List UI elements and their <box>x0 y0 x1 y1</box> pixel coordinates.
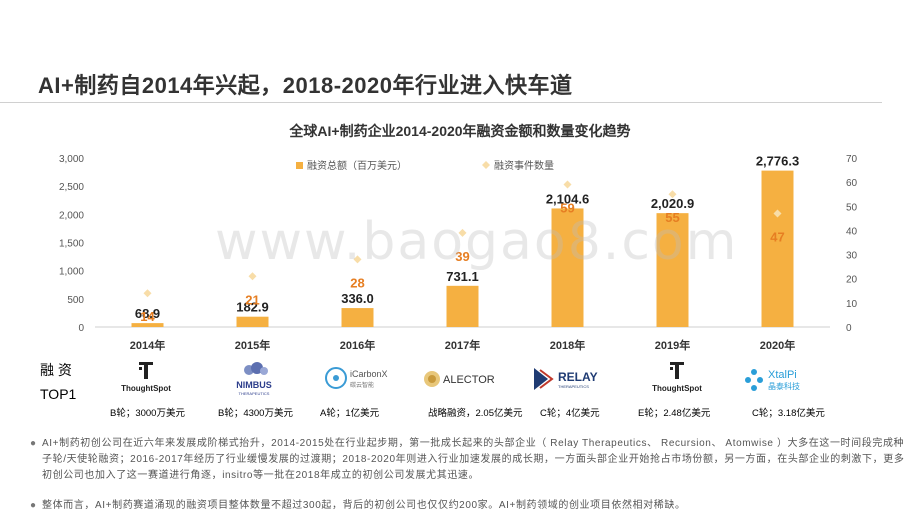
y-right-tick-label: 60 <box>846 178 858 189</box>
bar-2018年 <box>551 208 584 327</box>
count-value-label: 39 <box>455 249 469 264</box>
note-paragraph-2: ● 整体而言，AI+制药赛道涌现的融资项目整体数量不超过300起，背后的初创公司… <box>30 498 906 514</box>
xtalpi-logo: XtalPi 晶泰科技 <box>738 360 828 398</box>
y-right-tick-label: 0 <box>846 323 852 334</box>
count-marker <box>668 190 677 199</box>
svg-text:晶泰科技: 晶泰科技 <box>768 381 800 391</box>
note-paragraph-1: ● AI+制药初创公司在近六年来发展成阶梯式抬升，2014-2015处在行业起步… <box>30 436 906 484</box>
legend-marker-label: 融资事件数量 <box>494 159 554 172</box>
y-left-tick-label: 2,000 <box>59 210 84 221</box>
count-value-label: 21 <box>245 292 259 307</box>
y-right-tick-label: 30 <box>846 251 858 262</box>
round-info-2018: C轮；4亿美元 <box>540 408 600 419</box>
x-tick-label: 2020年 <box>760 338 795 352</box>
bar-value-label: 2,776.3 <box>756 154 799 169</box>
relay-logo: RELAY THERAPEUTICS <box>526 360 616 398</box>
bar-value-label: 2,104.6 <box>546 191 589 206</box>
round-info-2019: E轮；2.48亿美元 <box>638 408 711 419</box>
legend-bar-swatch <box>296 162 303 169</box>
count-marker <box>563 180 572 189</box>
count-marker <box>458 228 467 237</box>
bar-2017年 <box>446 285 479 327</box>
y-left-tick-label: 1,500 <box>59 239 84 250</box>
bar-value-label: 2,020.9 <box>651 196 694 211</box>
bar-2014年 <box>131 323 164 327</box>
count-value-label: 47 <box>770 230 784 245</box>
round-info-2016: A轮；1亿美元 <box>320 408 380 419</box>
round-info-2017: 战略融资，2.05亿美元 <box>428 408 523 419</box>
count-marker <box>353 255 362 264</box>
funding-top-sublabel: TOP1 <box>40 386 77 402</box>
bar-2019年 <box>656 213 689 327</box>
bar-value-label: 731.1 <box>446 269 479 284</box>
bar-value-label: 336.0 <box>341 291 374 306</box>
svg-text:ThoughtSpot: ThoughtSpot <box>652 384 702 393</box>
round-info-2015: B轮；4300万美元 <box>218 408 293 419</box>
count-value-label: 55 <box>665 210 679 225</box>
y-right-tick-label: 20 <box>846 275 858 286</box>
funding-chart: 全球AI+制药企业2014-2020年融资金额和数量变化趋势融资总额（百万美元）… <box>59 123 858 352</box>
svg-text:NIMBUS: NIMBUS <box>236 380 272 390</box>
x-tick-label: 2018年 <box>550 338 585 352</box>
bullet-icon: ● <box>30 438 37 449</box>
svg-text:ALECTOR: ALECTOR <box>443 374 495 386</box>
svg-text:ThoughtSpot: ThoughtSpot <box>121 384 171 393</box>
count-marker <box>248 272 257 281</box>
count-value-label: 14 <box>140 309 155 324</box>
count-marker <box>773 209 782 218</box>
bar-value-label: 182.9 <box>236 300 269 315</box>
svg-text:iCarbonX: iCarbonX <box>350 369 388 379</box>
legend-marker-swatch <box>482 161 490 169</box>
icarbonx-logo: iCarbonX 碳云智能 <box>318 360 408 398</box>
svg-text:碳云智能: 碳云智能 <box>350 381 374 389</box>
svg-text:THERAPEUTICS: THERAPEUTICS <box>239 391 270 396</box>
x-tick-label: 2017年 <box>445 338 480 352</box>
note-text-2: 整体而言，AI+制药赛道涌现的融资项目整体数量不超过300起，背后的初创公司也仅… <box>42 500 686 511</box>
svg-text:THERAPEUTICS: THERAPEUTICS <box>558 384 589 389</box>
svg-text:RELAY: RELAY <box>558 370 598 384</box>
y-left-tick-label: 3,000 <box>59 154 84 165</box>
y-right-tick-label: 10 <box>846 299 858 310</box>
y-right-tick-label: 70 <box>846 154 858 165</box>
y-right-tick-label: 40 <box>846 226 858 237</box>
y-left-tick-label: 0 <box>78 323 84 334</box>
x-tick-label: 2015年 <box>235 338 270 352</box>
thoughtspot-logo: ThoughtSpot <box>101 360 191 398</box>
title-divider <box>0 102 882 103</box>
y-left-tick-label: 500 <box>67 295 84 306</box>
alector-logo: ALECTOR <box>418 360 508 398</box>
bullet-icon: ● <box>30 500 37 511</box>
x-tick-label: 2014年 <box>130 338 165 352</box>
round-info-2020: C轮；3.18亿美元 <box>752 408 825 419</box>
count-value-label: 59 <box>560 201 574 216</box>
legend-bar-label: 融资总额（百万美元） <box>307 159 407 172</box>
bar-2016年 <box>341 308 374 327</box>
y-left-tick-label: 1,000 <box>59 267 84 278</box>
round-info-2014: B轮；3000万美元 <box>110 408 185 419</box>
bar-2015年 <box>236 316 269 327</box>
x-tick-label: 2016年 <box>340 338 375 352</box>
funding-top-label: 融 资 <box>40 362 72 378</box>
svg-text:XtalPi: XtalPi <box>768 369 797 381</box>
y-left-tick-label: 2,500 <box>59 182 84 193</box>
page-title: AI+制药自2014年兴起，2018-2020年行业进入快车道 <box>38 73 573 98</box>
note-text-1: AI+制药初创公司在近六年来发展成阶梯式抬升，2014-2015处在行业起步期，… <box>42 438 905 481</box>
chart-title: 全球AI+制药企业2014-2020年融资金额和数量变化趋势 <box>288 123 630 139</box>
count-value-label: 28 <box>350 275 364 290</box>
bar-2020年 <box>761 170 794 327</box>
x-tick-label: 2019年 <box>655 338 690 352</box>
bar-value-label: 68.9 <box>135 306 160 321</box>
y-right-tick-label: 50 <box>846 202 858 213</box>
nimbus-logo: NIMBUS THERAPEUTICS <box>209 360 299 398</box>
thoughtspot-logo: ThoughtSpot <box>632 360 722 398</box>
count-marker <box>143 289 152 298</box>
